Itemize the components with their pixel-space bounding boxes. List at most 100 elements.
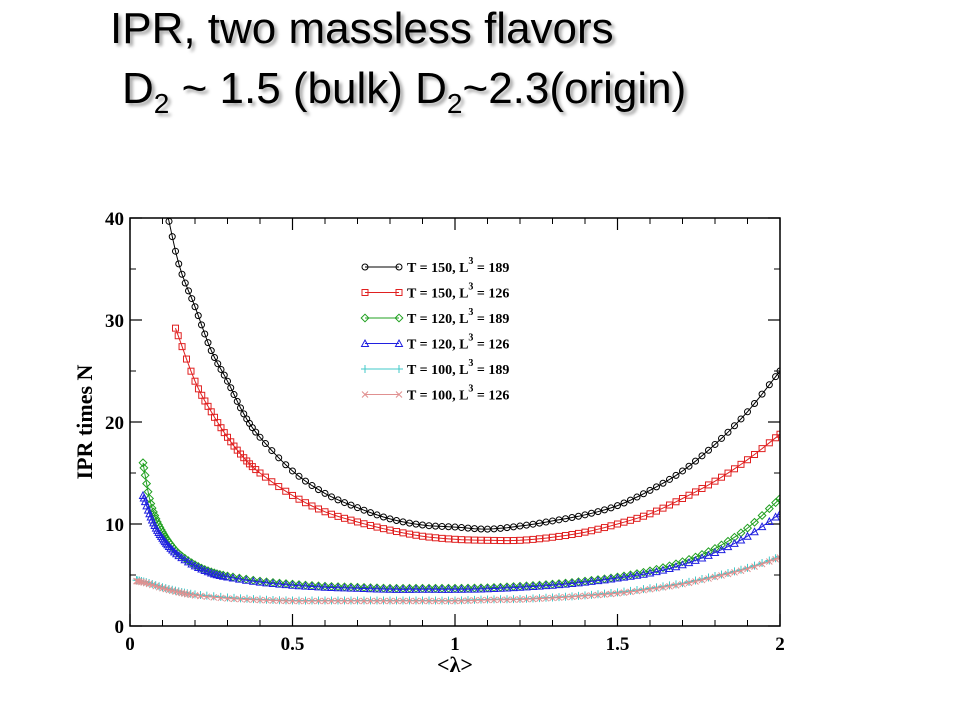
data-point <box>772 373 780 381</box>
data-point <box>282 487 290 495</box>
data-point <box>243 596 251 603</box>
data-point <box>620 587 628 596</box>
data-point <box>425 597 433 605</box>
data-point <box>535 581 544 590</box>
data-point <box>289 597 296 605</box>
data-point <box>412 597 420 605</box>
data-point <box>477 525 485 533</box>
data-point <box>671 559 681 569</box>
x-tick-label: 2 <box>775 634 785 655</box>
data-point <box>275 483 283 491</box>
data-point <box>174 332 182 340</box>
data-point <box>373 597 381 605</box>
title-line-2: D2 ~ 1.5 (bulk) D2~2.3(origin) <box>122 64 686 120</box>
data-point <box>138 458 148 468</box>
data-point <box>632 570 642 579</box>
title-origin-text: ~2.3(origin) <box>462 64 687 113</box>
legend-item: T = 100, L3 = 189 <box>361 358 509 378</box>
data-point <box>471 597 478 604</box>
data-point <box>613 573 622 582</box>
data-point <box>711 477 719 485</box>
data-point <box>193 562 203 571</box>
data-point <box>178 343 186 351</box>
data-point <box>587 576 596 585</box>
data-point <box>561 579 570 588</box>
data-point <box>172 324 179 332</box>
series-line <box>142 462 780 589</box>
data-point <box>765 439 773 447</box>
data-point <box>640 586 647 594</box>
data-point <box>432 597 439 605</box>
legend-label-tail: = 126 <box>473 287 509 302</box>
data-point <box>183 557 193 566</box>
data-point <box>269 597 277 604</box>
legend-marker <box>395 289 403 296</box>
data-point <box>201 330 209 338</box>
data-point <box>691 555 700 564</box>
legend-item: T = 100, L3 = 126 <box>361 384 509 404</box>
data-point <box>289 467 296 475</box>
data-point <box>684 554 694 564</box>
data-point <box>588 592 595 599</box>
data-point <box>142 479 152 489</box>
data-point <box>594 508 602 516</box>
data-point <box>321 597 329 605</box>
data-point <box>765 516 774 525</box>
data-point <box>406 519 413 527</box>
data-point <box>360 506 368 514</box>
series-line <box>175 328 780 542</box>
series-6 <box>133 554 780 605</box>
data-point <box>255 577 265 586</box>
data-point <box>522 582 531 591</box>
data-point <box>751 563 758 571</box>
legend-label-sup: 3 <box>468 384 473 395</box>
data-point <box>295 495 303 503</box>
data-point <box>308 597 316 605</box>
data-point <box>237 595 244 603</box>
data-point <box>191 590 199 599</box>
data-point <box>607 590 615 598</box>
data-point <box>523 595 530 603</box>
series-4 <box>138 490 780 593</box>
legend-label: T = 100, L3 = 126 <box>407 384 509 404</box>
data-point <box>385 584 395 593</box>
data-point <box>658 565 668 574</box>
series-1 <box>143 133 780 533</box>
data-point <box>320 582 330 591</box>
data-point <box>765 558 773 565</box>
data-point <box>197 592 204 600</box>
legend-marker <box>395 263 403 271</box>
data-point <box>775 509 780 518</box>
data-point <box>406 597 413 605</box>
data-point <box>717 545 726 554</box>
data-point <box>729 532 740 542</box>
data-point <box>477 596 485 604</box>
title-sub-2: 2 <box>446 88 463 119</box>
data-point <box>588 509 595 517</box>
plot-frame <box>129 217 781 627</box>
data-point <box>353 583 362 592</box>
data-point <box>182 355 190 363</box>
data-point <box>143 133 149 139</box>
legend-label: T = 120, L3 = 189 <box>407 307 509 327</box>
data-point <box>723 536 733 546</box>
data-point <box>217 594 225 602</box>
data-point <box>476 584 486 593</box>
data-point <box>692 578 699 585</box>
data-point <box>458 597 465 605</box>
data-point <box>509 583 518 592</box>
data-point <box>580 577 590 586</box>
data-point <box>458 524 465 532</box>
data-point <box>718 434 725 442</box>
data-point <box>633 586 641 595</box>
data-point <box>191 377 199 385</box>
series-3 <box>138 458 780 593</box>
data-point <box>444 584 453 593</box>
data-point <box>567 578 577 587</box>
data-point <box>308 482 316 490</box>
data-point <box>360 597 368 605</box>
data-point <box>252 428 260 436</box>
data-point <box>503 596 511 604</box>
data-point <box>776 367 780 375</box>
title-line-1: IPR, two massless flavors <box>110 4 614 53</box>
